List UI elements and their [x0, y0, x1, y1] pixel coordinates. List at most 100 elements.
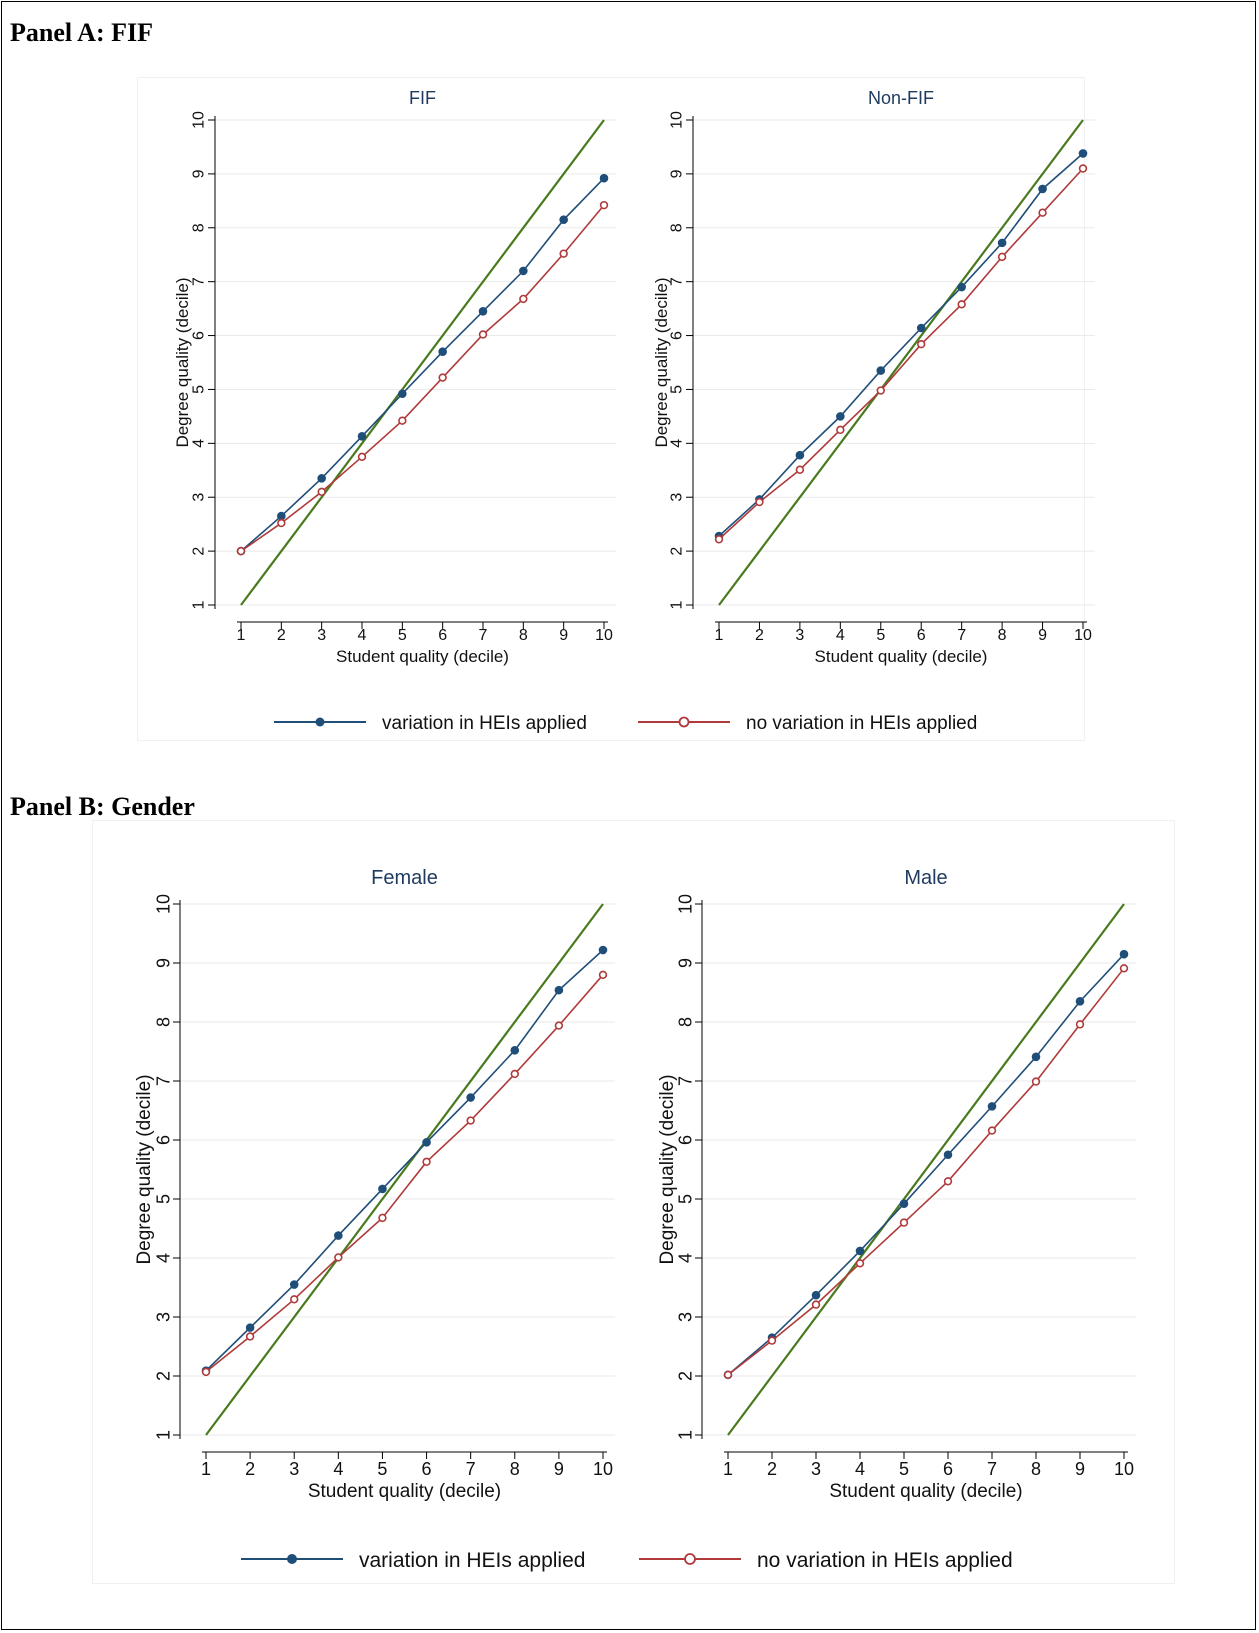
- series-no-variation-point: [510, 1069, 519, 1079]
- series-variation-point: [836, 412, 845, 421]
- series-variation-point: [1078, 149, 1088, 158]
- series-no-variation-point: [755, 497, 764, 507]
- series-variation-point: [334, 1231, 343, 1240]
- chart-title: FIF: [409, 88, 436, 108]
- x-tick-label: 7: [466, 1459, 476, 1479]
- y-tick-label: 6: [669, 331, 686, 340]
- x-tick-label: 6: [438, 627, 447, 644]
- x-tick-label: 10: [1114, 1459, 1134, 1479]
- series-variation-line: [240, 177, 605, 552]
- diagonal-line: [718, 119, 1084, 606]
- series-variation-point: [987, 1102, 997, 1111]
- series-no-variation-point: [811, 1300, 821, 1309]
- y-tick-label: 5: [669, 385, 686, 394]
- panel-b-heading: Panel B: Gender: [10, 792, 195, 821]
- series-variation-point: [916, 323, 926, 333]
- series-no-variation-point: [987, 1126, 997, 1135]
- y-tick-label: 1: [669, 600, 686, 609]
- series-no-variation-point: [1119, 964, 1129, 973]
- x-axis-label: Student quality (decile): [336, 647, 509, 666]
- legend-variation-label: variation in HEIs applied: [359, 1549, 585, 1572]
- series-no-variation-point: [1075, 1020, 1085, 1029]
- series-variation-line: [727, 953, 1125, 1376]
- series-variation-point: [997, 238, 1007, 248]
- series-no-variation-point: [334, 1253, 343, 1262]
- y-tick-label: 9: [675, 958, 695, 968]
- y-tick-label: 7: [669, 277, 686, 286]
- series-variation-point: [1038, 184, 1047, 194]
- series-no-variation-point: [290, 1295, 299, 1304]
- x-tick-label: 7: [479, 627, 488, 644]
- series-variation-point: [422, 1138, 431, 1147]
- series-variation-point: [876, 366, 886, 375]
- series-variation-point: [943, 1150, 953, 1160]
- x-tick-label: 2: [755, 627, 764, 644]
- series-no-variation-point: [714, 535, 724, 544]
- series-no-variation-point: [795, 465, 805, 474]
- series-no-variation-point: [236, 546, 246, 556]
- x-axis-label: Student quality (decile): [829, 1481, 1022, 1502]
- y-tick-label: 4: [675, 1253, 695, 1263]
- series-no-variation-point: [478, 330, 488, 339]
- y-tick-label: 2: [153, 1371, 173, 1381]
- y-tick-label: 1: [191, 600, 208, 609]
- diagonal-line: [205, 903, 604, 1436]
- series-no-variation-point: [836, 425, 845, 435]
- series-variation-point: [899, 1199, 909, 1209]
- x-tick-label: 2: [277, 627, 286, 644]
- series-no-variation-point: [767, 1336, 777, 1345]
- x-tick-label: 7: [987, 1459, 997, 1479]
- panel-a-figure: [137, 77, 1085, 741]
- x-tick-label: 2: [767, 1459, 777, 1479]
- series-variation-line: [205, 949, 604, 1372]
- y-tick-label: 7: [153, 1076, 173, 1086]
- x-tick-label: 4: [836, 627, 845, 644]
- series-variation-point: [855, 1246, 865, 1256]
- x-tick-label: 8: [1031, 1459, 1041, 1479]
- series-variation-point: [357, 432, 367, 441]
- y-tick-label: 2: [191, 547, 208, 556]
- legend-no-variation-marker: [684, 1553, 696, 1565]
- panel-a-legend: variation in HEIs applied no variation i…: [274, 713, 977, 734]
- series-no-variation-line: [240, 204, 605, 552]
- series-variation-point: [466, 1093, 475, 1102]
- y-tick-label: 10: [675, 894, 695, 914]
- series-no-variation-point: [519, 294, 528, 304]
- series-no-variation-point: [378, 1213, 387, 1223]
- series-no-variation-point: [723, 1370, 733, 1380]
- legend-no-variation-label: no variation in HEIs applied: [757, 1549, 1013, 1572]
- y-tick-label: 9: [191, 169, 208, 178]
- y-axis-label: Degree quality (decile): [134, 1074, 155, 1264]
- series-variation-point: [1119, 949, 1129, 959]
- series-no-variation-point: [1038, 208, 1047, 217]
- series-no-variation-point: [398, 416, 407, 425]
- y-tick-label: 5: [153, 1194, 173, 1204]
- x-axis-label: Student quality (decile): [308, 1481, 501, 1502]
- series-no-variation-point: [876, 386, 885, 395]
- y-tick-label: 8: [191, 223, 208, 232]
- x-axis-label: Student quality (decile): [815, 647, 988, 666]
- x-tick-label: 6: [422, 1459, 432, 1479]
- y-tick-label: 3: [669, 493, 686, 502]
- series-no-variation-point: [943, 1177, 953, 1186]
- series-variation-point: [957, 282, 966, 292]
- diagonal-line: [240, 119, 605, 606]
- x-tick-label: 4: [855, 1459, 865, 1479]
- series-no-variation-point: [559, 249, 568, 258]
- y-tick-label: 3: [153, 1312, 173, 1322]
- x-tick-label: 3: [317, 627, 326, 644]
- y-axis-label: Degree quality (decile): [173, 277, 192, 447]
- series-variation-point: [554, 985, 564, 995]
- panel-b-legend: variation in HEIs applied no variation i…: [241, 1549, 1013, 1572]
- series-no-variation-line: [205, 974, 604, 1373]
- y-tick-label: 6: [191, 331, 208, 340]
- series-variation-point: [289, 1280, 299, 1289]
- series-variation-point: [277, 511, 286, 521]
- x-tick-label: 9: [554, 1459, 564, 1479]
- series-no-variation-point: [201, 1367, 211, 1377]
- x-tick-label: 7: [957, 627, 966, 644]
- y-tick-label: 1: [153, 1430, 173, 1440]
- chart-title: Male: [904, 867, 947, 889]
- y-tick-label: 8: [669, 223, 686, 232]
